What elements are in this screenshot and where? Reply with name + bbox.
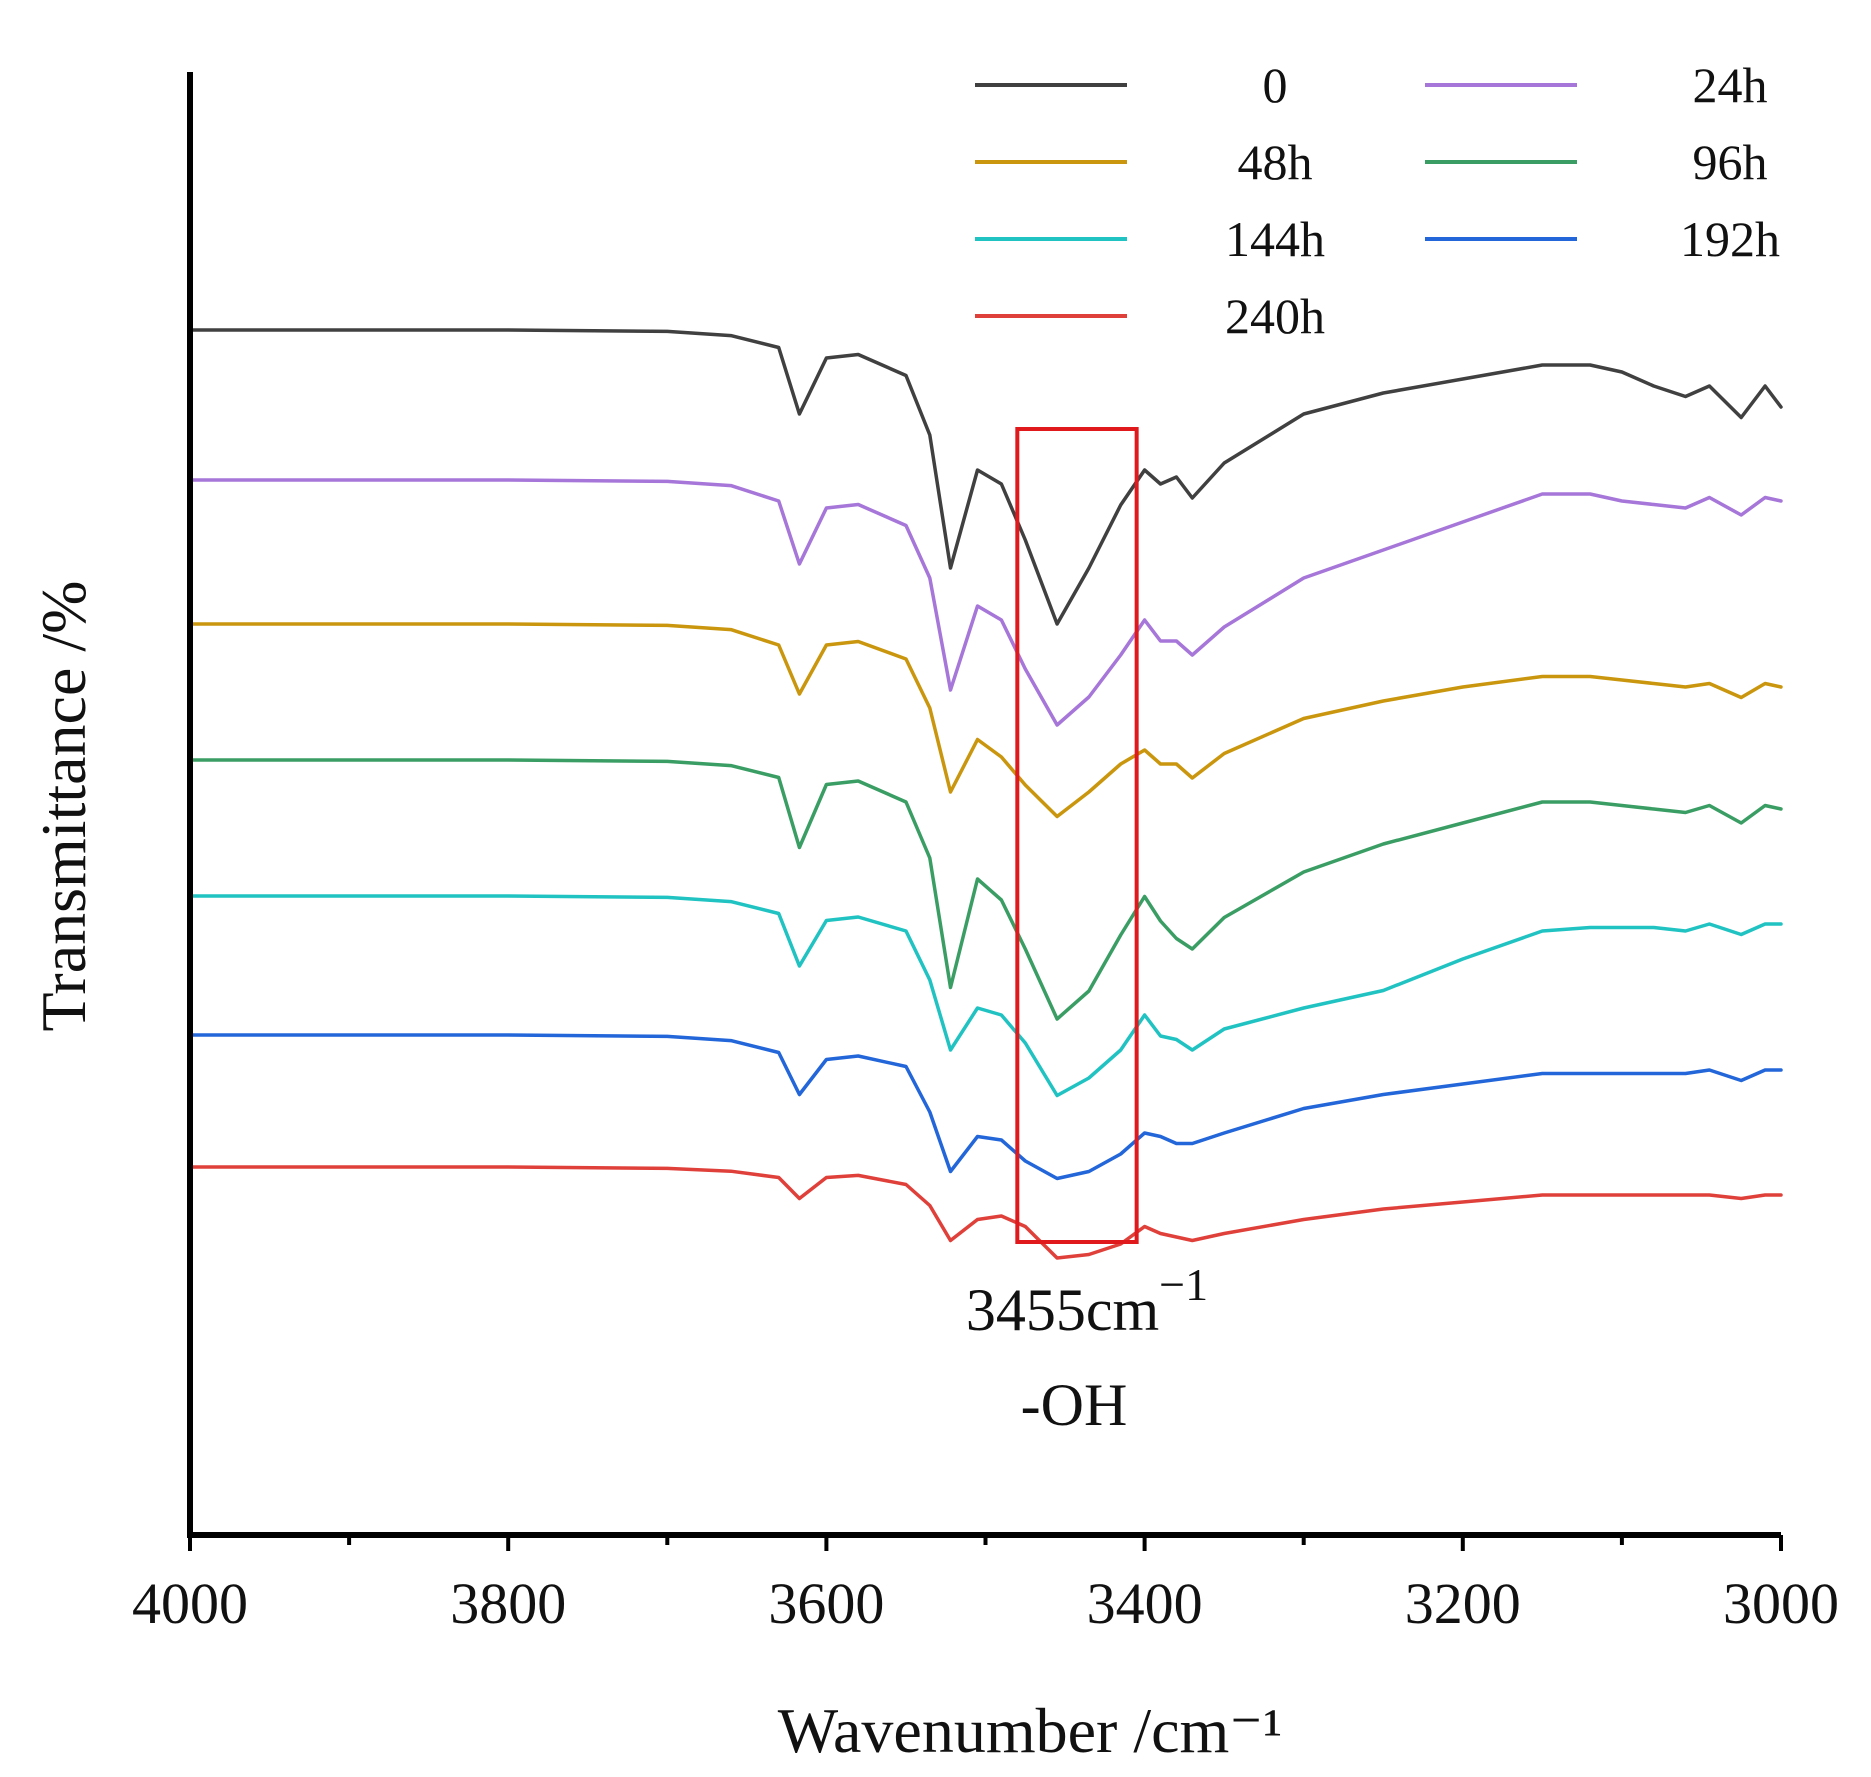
x-tick-label: 3400 — [1087, 1571, 1203, 1636]
y-axis-label: Transmittance /% — [28, 581, 99, 1032]
legend-label-48h: 48h — [1238, 134, 1313, 190]
series-line-96h — [188, 758, 1783, 1021]
series-line-144h — [188, 894, 1783, 1098]
legend-label-192h: 192h — [1680, 211, 1780, 267]
annotation: 3455cm−1 -OH — [966, 427, 1208, 1438]
x-ticks: 4000 3800 3600 3400 3200 3000 — [132, 1535, 1839, 1636]
series-line-24h — [188, 478, 1783, 727]
x-tick-label: 3200 — [1405, 1571, 1521, 1636]
x-tick-label: 3600 — [768, 1571, 884, 1636]
annotation-group: -OH — [1021, 1372, 1128, 1438]
oh-peak-highlight-box — [1015, 427, 1139, 1244]
x-tick-label: 4000 — [132, 1571, 248, 1636]
annotation-superscript: −1 — [1159, 1259, 1208, 1310]
x-tick-label: 3800 — [450, 1571, 566, 1636]
x-tick-label: 3000 — [1723, 1571, 1839, 1636]
legend-label-96h: 96h — [1693, 134, 1768, 190]
legend-label-0: 0 — [1263, 57, 1288, 113]
x-axis-label: Wavenumber /cm⁻¹ — [778, 1695, 1283, 1766]
legend-label-144h: 144h — [1225, 211, 1325, 267]
annotation-wavenumber: 3455cm−1 — [966, 1259, 1208, 1343]
series-line-48h — [188, 622, 1783, 819]
series-line-192h — [188, 1033, 1783, 1181]
legend-label-24h: 24h — [1693, 57, 1768, 113]
series-line-240h — [188, 1165, 1783, 1260]
series-layer — [188, 328, 1783, 1260]
legend: 0 24h 48h 96h 144h 192h 240h — [975, 57, 1780, 344]
legend-label-240h: 240h — [1225, 288, 1325, 344]
annotation-value: 3455cm — [966, 1277, 1159, 1343]
series-line-0 — [188, 328, 1783, 626]
